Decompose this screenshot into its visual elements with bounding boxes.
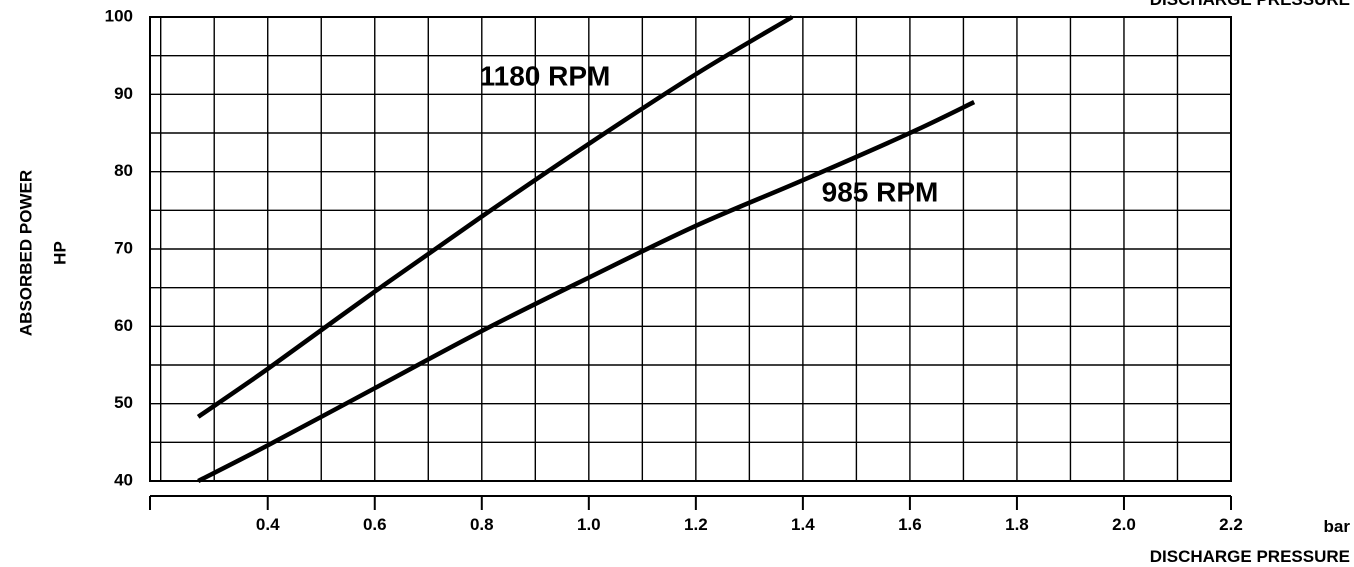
y-tick-label: 60 [114,316,133,335]
y-tick-label: 70 [114,238,133,257]
x-axis-title: DISCHARGE PRESSURE [1150,547,1350,566]
series-label-985-rpm: 985 RPM [822,176,939,207]
x-tick-label: 1.6 [898,515,922,534]
x-tick-label: 1.8 [1005,515,1029,534]
x-tick-label: 2.2 [1219,515,1243,534]
x-tick-label: 1.0 [577,515,601,534]
series-line-1180-rpm [196,15,794,419]
x-tick-label: 0.6 [363,515,387,534]
series-line-985-rpm [197,100,976,484]
y-axis-title: ABSORBED POWER HP [16,170,69,336]
grid [149,16,1232,482]
top-axis-label: DISCHARGE PRESSURE [1150,0,1350,9]
x-axis-unit: bar [1324,517,1351,536]
y-axis-title-line2: HP [50,241,69,265]
y-tick-label: 90 [114,84,133,103]
y-tick-label: 80 [114,161,133,180]
y-tick-label: 50 [114,393,133,412]
x-tick-label: 1.2 [684,515,708,534]
plot-frame [149,16,1232,482]
y-tick-label: 40 [114,470,133,489]
series-label-1180-rpm: 1180 RPM [480,60,611,91]
series-group [196,15,976,484]
x-tick-label: 2.0 [1112,515,1136,534]
y-tick-label: 100 [105,6,133,25]
x-tick-label: 0.8 [470,515,494,534]
y-axis-title-line1: ABSORBED POWER [16,170,35,336]
labels-group: 1180 RPM 985 RPM [480,60,939,207]
x-tick-label: 0.4 [256,515,280,534]
axes: 0.4 0.6 0.8 1.0 1.2 1.4 1.6 1.8 2.0 2.2 40 50 60 70 80… [105,6,1243,534]
x-tick-label: 1.4 [791,515,815,534]
